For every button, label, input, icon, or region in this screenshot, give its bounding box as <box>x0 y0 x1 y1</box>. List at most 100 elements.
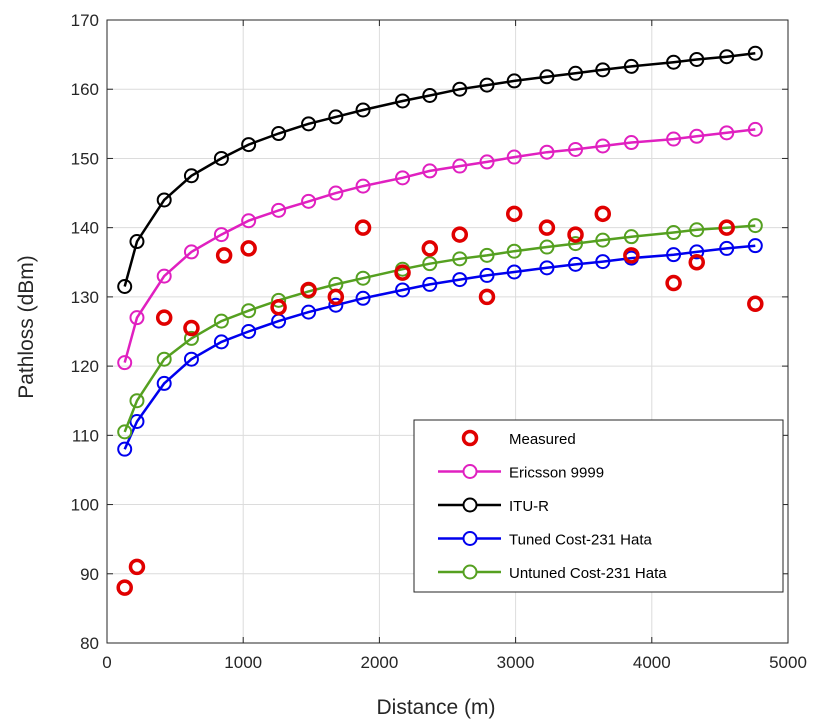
data-point-measured <box>128 558 146 576</box>
data-point-tuned-cost-231-hata <box>328 297 344 313</box>
series-layer <box>116 45 764 596</box>
data-point-tuned-cost-231-hata <box>539 260 555 276</box>
data-point-ericsson-9999 <box>241 213 257 229</box>
data-point-itu-r <box>183 168 199 184</box>
series-tuned-cost-231-hata <box>117 238 763 457</box>
data-point-itu-r <box>156 192 172 208</box>
data-point-ericsson-9999 <box>395 170 411 186</box>
data-point-measured <box>623 247 640 264</box>
data-point-ericsson-9999 <box>117 355 133 371</box>
data-point-measured <box>594 205 612 223</box>
series-line-tuned-cost-231-hata <box>123 244 756 450</box>
series-itu-r <box>117 45 763 295</box>
data-point-itu-r <box>241 137 257 153</box>
data-point-tuned-cost-231-hata <box>666 247 682 263</box>
data-point-itu-r <box>506 73 522 89</box>
series-line-untuned-cost-231-hata <box>123 224 756 433</box>
data-point-ericsson-9999 <box>156 268 172 284</box>
data-point-ericsson-9999 <box>506 149 522 165</box>
y-tick-label: 90 <box>80 565 99 584</box>
legend: Measured Ericsson 9999 ITU-R Tuned Cost-231… <box>413 419 784 593</box>
y-tick-label: 140 <box>71 219 99 238</box>
x-tick-label: 0 <box>102 653 111 672</box>
legend-label-ericsson-9999: Ericsson 9999 <box>509 465 604 482</box>
x-tick-label: 2000 <box>360 653 398 672</box>
data-point-measured <box>270 299 287 316</box>
data-point-ericsson-9999 <box>747 121 763 137</box>
data-point-measured <box>300 281 317 299</box>
legend-entry-ericsson-9999: Ericsson 9999 <box>438 464 604 482</box>
legend-label-itu-r: ITU-R <box>509 498 549 515</box>
legend-marker-itu-r <box>462 497 478 513</box>
data-point-tuned-cost-231-hata <box>355 290 371 306</box>
data-point-measured <box>354 219 372 236</box>
data-point-measured <box>215 247 233 264</box>
y-tick-label: 100 <box>71 496 99 515</box>
data-point-measured <box>183 319 200 337</box>
data-point-tuned-cost-231-hata <box>183 351 199 367</box>
data-point-ericsson-9999 <box>479 154 495 170</box>
data-point-ericsson-9999 <box>129 310 145 326</box>
y-tick-label: 80 <box>80 634 99 653</box>
data-point-ericsson-9999 <box>539 144 555 160</box>
data-point-measured <box>718 219 735 236</box>
data-point-untuned-cost-231-hata <box>422 256 438 272</box>
x-axis-title: Distance (m) <box>376 696 495 719</box>
data-point-itu-r <box>129 234 145 250</box>
data-point-tuned-cost-231-hata <box>479 267 495 283</box>
data-point-itu-r <box>271 126 287 142</box>
data-point-measured <box>394 264 411 281</box>
legend-entry-untuned-cost-231-hata: Untuned Cost-231 Hata <box>438 564 667 582</box>
data-point-measured <box>421 240 439 257</box>
data-point-untuned-cost-231-hata <box>623 229 639 245</box>
series-line-itu-r <box>123 51 756 287</box>
legend-marker-tuned-cost-231-hata <box>462 531 478 546</box>
legend-entry-measured: Measured <box>461 429 576 448</box>
data-point-measured <box>327 288 345 306</box>
data-point-tuned-cost-231-hata <box>156 375 172 391</box>
data-point-tuned-cost-231-hata <box>301 304 317 320</box>
data-point-tuned-cost-231-hata <box>689 244 705 260</box>
data-point-itu-r <box>328 109 344 125</box>
data-point-ericsson-9999 <box>595 138 611 154</box>
data-point-ericsson-9999 <box>719 125 735 141</box>
data-point-untuned-cost-231-hata <box>183 330 199 346</box>
data-point-untuned-cost-231-hata <box>595 232 611 248</box>
data-point-untuned-cost-231-hata <box>479 247 495 263</box>
data-point-itu-r <box>539 69 555 85</box>
data-point-tuned-cost-231-hata <box>117 441 133 457</box>
data-point-itu-r <box>117 279 133 295</box>
data-point-untuned-cost-231-hata <box>241 303 257 319</box>
legend-marker-untuned-cost-231-hata <box>462 564 478 580</box>
data-point-untuned-cost-231-hata <box>666 225 682 241</box>
data-point-ericsson-9999 <box>422 163 438 179</box>
data-point-itu-r <box>422 87 438 103</box>
data-point-itu-r <box>719 49 735 65</box>
data-point-measured <box>688 254 705 271</box>
data-point-tuned-cost-231-hata <box>568 256 584 272</box>
data-point-tuned-cost-231-hata <box>719 240 735 256</box>
data-point-untuned-cost-231-hata <box>271 292 287 308</box>
data-point-itu-r <box>355 102 371 118</box>
series-ericsson-9999 <box>117 121 763 371</box>
data-point-untuned-cost-231-hata <box>452 251 468 267</box>
data-point-untuned-cost-231-hata <box>506 243 522 259</box>
data-point-measured <box>567 226 584 243</box>
data-point-untuned-cost-231-hata <box>568 236 584 252</box>
data-point-untuned-cost-231-hata <box>355 270 371 286</box>
data-point-measured <box>665 274 682 292</box>
legend-label-measured: Measured <box>509 431 576 448</box>
data-point-untuned-cost-231-hata <box>539 239 555 255</box>
data-point-measured <box>747 295 764 313</box>
x-tick-label: 3000 <box>497 653 535 672</box>
data-point-untuned-cost-231-hata <box>689 222 705 238</box>
data-point-untuned-cost-231-hata <box>117 424 133 440</box>
data-point-untuned-cost-231-hata <box>213 313 229 329</box>
data-point-itu-r <box>479 77 495 93</box>
x-tick-label: 1000 <box>224 653 262 672</box>
series-measured <box>116 205 764 596</box>
data-point-itu-r <box>595 62 611 78</box>
data-point-itu-r <box>395 93 411 109</box>
legend-marker-ericsson-9999 <box>462 464 478 479</box>
